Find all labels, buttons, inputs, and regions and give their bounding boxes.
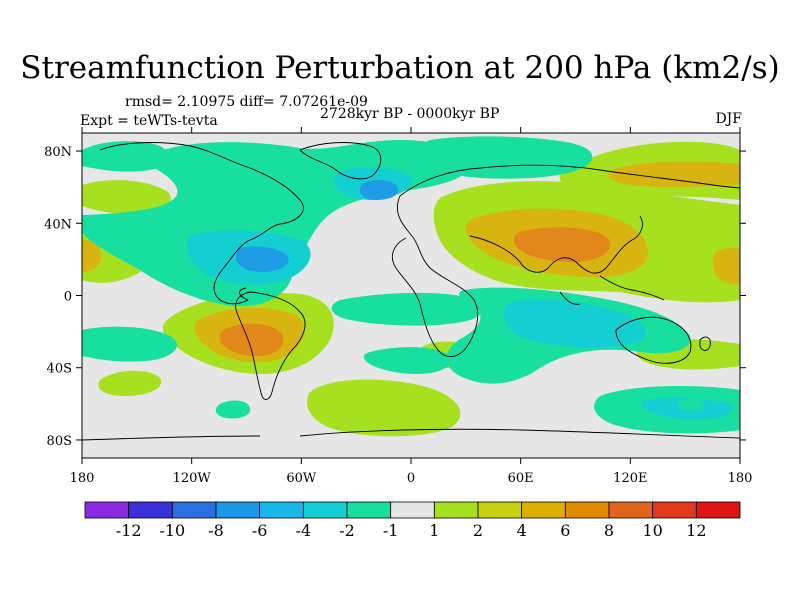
longitude-label: 60W	[286, 471, 317, 486]
colorbar-swatch	[608, 501, 654, 519]
colorbar-swatch	[652, 501, 697, 519]
colorbar-label: -4	[296, 521, 312, 540]
latitude-label: 80N	[44, 145, 72, 160]
colorbar-swatch	[390, 501, 435, 519]
contour-pos-south-pacific	[98, 370, 162, 396]
contour-neg-south-pacific	[82, 326, 177, 362]
longitude-label: 120E	[613, 471, 647, 486]
contour-pos-north-pacific-west	[82, 180, 171, 214]
longitude-label: 120W	[173, 471, 212, 486]
contour-pos-west-pacific-core	[82, 239, 102, 272]
colorbar-swatch	[564, 501, 610, 519]
colorbar-swatch	[302, 501, 348, 519]
longitude-label: 60E	[508, 471, 534, 486]
colorbar-swatch	[477, 501, 523, 519]
contour-pos-asia-peak	[513, 227, 611, 262]
colorbar-swatch	[128, 501, 173, 519]
latitude-label: 40N	[44, 217, 72, 232]
colorbar-label: -12	[116, 521, 142, 540]
contour-neg-south-ocean	[363, 347, 452, 374]
map-title: Streamfunction Perturbation at 200 hPa (…	[20, 50, 780, 86]
colorbar-swatch	[695, 501, 741, 519]
longitude-labels: 180 120W 60W 0 60E 120E 180	[70, 471, 753, 486]
colorbar-label: -6	[252, 521, 268, 540]
contour-neg-greenland-core	[359, 180, 399, 200]
latitude-label: 40S	[47, 362, 72, 377]
latitude-label: 0	[64, 290, 72, 305]
contour-neg-small-south	[215, 400, 251, 419]
colorbar-swatch	[259, 501, 304, 519]
contour-neg-alaska	[82, 141, 170, 172]
stats-text: rmsd= 2.10975 diff= 7.07261e-09	[125, 94, 368, 110]
contour-neg-indian-ocean-core	[503, 298, 646, 348]
contour-pos-south-america-peak	[219, 323, 284, 356]
contour-neg-small-east	[677, 398, 704, 411]
colorbar-swatch	[84, 501, 130, 519]
colorbar-label: 4	[517, 521, 527, 540]
axis-ticks	[76, 127, 746, 464]
colorbar-label: -8	[208, 521, 224, 540]
colorbar-label: 12	[686, 521, 706, 540]
colorbar-label: 2	[473, 521, 483, 540]
colorbar-swatch	[215, 501, 261, 519]
colorbar-label: 6	[560, 521, 570, 540]
colorbar-label: 10	[642, 521, 662, 540]
colorbar-swatch	[433, 501, 479, 519]
colorbar-swatch	[521, 501, 566, 519]
colorbar-label: -10	[159, 521, 185, 540]
contour-field	[82, 133, 740, 458]
experiment-label: Expt = teWTs-tevta	[80, 113, 218, 129]
colorbar-label: 1	[429, 521, 439, 540]
colorbar: -12 -10 -8 -6 -4 -2 -1 1 2 4 6 8 10 12	[84, 501, 741, 540]
latitude-label: 80S	[47, 434, 72, 449]
latitude-labels: 80N 40N 0 40S 80S	[44, 145, 72, 449]
colorbar-label: 8	[604, 521, 614, 540]
longitude-label: 0	[407, 471, 415, 486]
contour-neg-tropical-atlantic	[331, 292, 483, 326]
period-label: 2728kyr BP - 0000kyr BP	[320, 106, 500, 122]
contour-neg-north-america-core	[235, 246, 289, 272]
longitude-label: 180	[70, 471, 95, 486]
longitude-label: 180	[728, 471, 753, 486]
colorbar-label: -2	[339, 521, 355, 540]
season-label: DJF	[715, 111, 742, 127]
contour-neg-arctic	[423, 136, 593, 179]
colorbar-swatch	[346, 501, 392, 519]
colorbar-label: -1	[383, 521, 399, 540]
contour-pos-south-atlantic	[306, 379, 461, 437]
coastlines	[82, 142, 740, 441]
colorbar-swatch	[171, 501, 217, 519]
contour-pos-east-pacific-core	[712, 247, 740, 285]
contour-pos-arctic-east-core	[608, 161, 740, 187]
